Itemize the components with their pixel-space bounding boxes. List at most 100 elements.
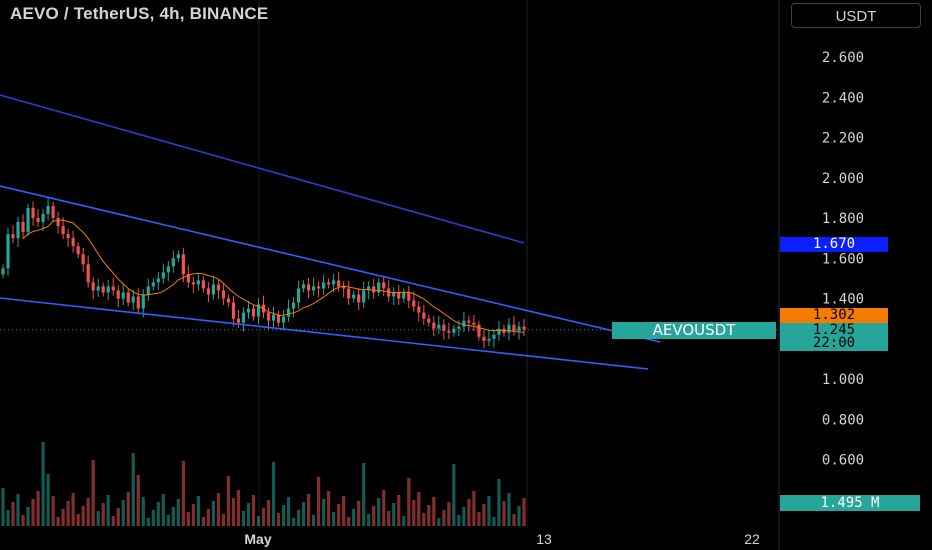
candle [447,323,451,340]
candle [216,279,221,300]
candle [236,309,241,328]
candle [131,290,135,311]
candle [311,277,316,296]
candle [161,263,165,284]
volume-bar [116,508,120,526]
candle [347,280,351,305]
volume-bar [442,510,446,526]
volume-bar [301,502,306,526]
volume-bar [512,514,516,526]
symbol-tag: AEVOUSDT [612,322,776,339]
volume-bar [507,493,511,526]
volume-bar [101,503,105,526]
volume-bar [21,515,25,526]
candle [81,247,85,272]
last-price-tag: 1.245 [780,323,888,338]
volume-bar [477,512,481,526]
candle [286,299,291,322]
volume-bar [522,498,526,526]
candle [246,300,251,320]
volume-bar [151,510,155,526]
currency-button[interactable]: USDT [791,3,921,28]
volume-bar [121,500,125,526]
volume-bar [231,498,236,526]
trendline[interactable] [0,94,525,244]
volume-bar [286,497,291,526]
y-tick-label: 0.600 [822,453,864,469]
candle [166,261,170,282]
candle [322,274,326,295]
volume-bar [311,515,316,526]
volume-bar [427,505,431,526]
candle [126,288,130,307]
candle [101,282,105,297]
volume-bar [322,499,326,526]
price-axis[interactable]: 2.6002.4002.2002.0001.8001.6001.4001.200… [822,50,864,469]
volume-bar [161,494,165,526]
y-tick-label: 1.600 [822,251,864,267]
volume-bar [41,442,45,526]
candle [76,242,80,259]
volume-bar [6,510,10,526]
volume-bar [472,491,476,526]
volume-bar [452,464,456,526]
volume-bar [56,517,60,526]
candle [66,228,70,247]
candle [337,271,341,292]
volume-bar [96,511,100,526]
volume-bar [106,495,110,526]
volume-bar [382,490,386,526]
volume-bar [136,475,140,526]
candle [281,310,286,331]
volume-bar [281,505,286,526]
volume-bar [291,518,296,526]
chart-grid [258,0,780,550]
volume-bar [352,509,356,526]
candle [86,255,90,288]
y-tick-label: 2.200 [822,131,864,147]
candle [357,288,361,311]
candle [382,275,386,297]
time-axis[interactable]: May 13 22 [244,531,760,547]
candle [221,282,226,305]
volume-bar [412,500,416,526]
volume-bar [332,512,336,526]
candle [36,209,40,228]
volume-bar [261,508,266,526]
candle [256,298,261,325]
candle [462,311,466,332]
candle [367,281,371,300]
volume-bar [171,507,175,526]
x-tick-label: 13 [536,531,552,547]
volume-bar [502,501,506,526]
volume-bar [66,501,70,526]
candle [317,281,321,298]
candle [276,310,281,327]
volume-bar [256,516,261,526]
trendline[interactable] [0,297,649,370]
volume-bar [347,517,351,526]
candle [151,278,155,291]
candle [472,315,476,332]
candle [392,287,396,306]
volume-bar [437,518,441,526]
y-tick-label: 1.400 [822,292,864,308]
candle [241,307,246,332]
volume-bar [462,507,466,526]
volume-bar [422,513,426,526]
volume-bar [457,515,461,526]
candle [512,315,516,336]
trendline[interactable] [0,185,661,343]
candle [226,294,231,307]
volume-bar [317,477,321,526]
volume-bar [487,496,491,526]
candle [427,314,431,327]
volume-bar [126,492,130,526]
y-tick-label: 2.400 [822,90,864,106]
volume-bar [296,510,301,526]
volume-bar [1,488,5,526]
candle [522,319,526,337]
moving-average-line [22,219,525,333]
volume-bar [206,509,210,526]
